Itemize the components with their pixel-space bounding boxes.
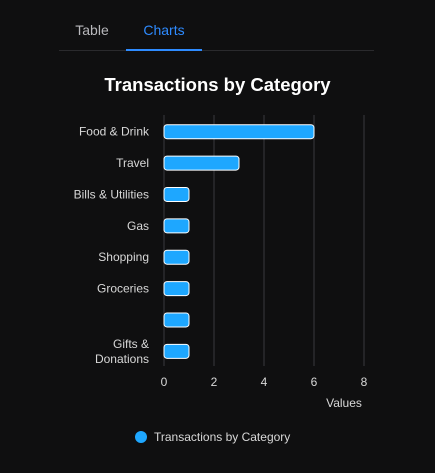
tab-charts-label: Charts (143, 22, 185, 38)
x-tick-label: 8 (361, 375, 368, 389)
category-label: Donations (95, 352, 149, 366)
category-label: Bills & Utilities (74, 187, 149, 201)
bar (163, 155, 240, 171)
category-label: Gas (127, 219, 149, 233)
category-label: Gifts & (113, 337, 149, 351)
x-tick-label: 2 (211, 375, 218, 389)
bar (163, 124, 315, 140)
bar (163, 186, 190, 202)
category-label: Food & Drink (79, 125, 150, 139)
x-tick-label: 0 (161, 375, 168, 389)
category-label: Groceries (97, 282, 149, 296)
active-tab-indicator (126, 49, 202, 51)
x-tick-label: 4 (261, 375, 268, 389)
chart-title: Transactions by Category (104, 74, 331, 95)
chart-panel: Transactions by Category 0 2 4 6 8 Values Food… (0, 60, 435, 460)
x-axis-label: Values (326, 396, 362, 410)
category-label: Shopping (98, 250, 149, 264)
legend-label: Transactions by Category (154, 430, 290, 444)
view-tabs: Table Charts (59, 12, 374, 51)
legend-marker (135, 431, 147, 443)
bar (163, 281, 190, 297)
bar (163, 218, 190, 234)
x-tick-label: 6 (311, 375, 318, 389)
tab-table[interactable]: Table (75, 22, 109, 38)
bar (163, 249, 190, 265)
tab-charts[interactable]: Charts (126, 12, 202, 51)
bar-chart: 0 2 4 6 8 Values Food & Drink Travel Bills & Uti… (74, 115, 368, 444)
bar (163, 312, 190, 328)
category-label: Travel (116, 156, 149, 170)
bar (163, 343, 190, 359)
